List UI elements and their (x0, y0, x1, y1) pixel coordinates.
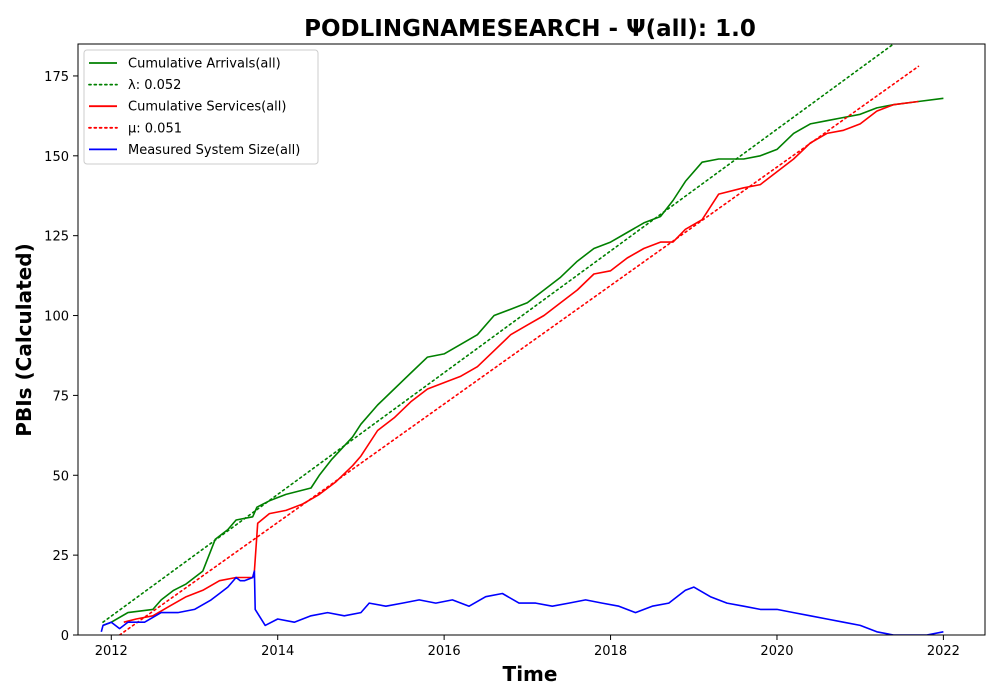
y-tick-label: 175 (44, 70, 69, 85)
x-tick-label: 2014 (261, 644, 294, 659)
y-tick-label: 150 (44, 150, 69, 165)
plot-area (100, 44, 944, 635)
y-tick-label: 25 (52, 549, 69, 564)
x-axis-title: Time (503, 662, 558, 686)
y-axis-title: PBIs (Calculated) (12, 243, 36, 436)
legend-box (83, 49, 319, 165)
y-tick-label: 75 (52, 389, 69, 404)
x-tick-label: 2016 (428, 644, 461, 659)
legend-label: μ: 0.051 (128, 121, 182, 136)
legend-label: Cumulative Services(all) (128, 100, 286, 115)
series-line-0 (102, 97, 944, 627)
chart-title: PODLINGNAMESEARCH - Ψ(all): 1.0 (304, 16, 756, 42)
y-tick-label: 125 (44, 230, 69, 245)
x-tick-label: 2020 (760, 644, 793, 659)
y-tick-label: 100 (44, 310, 69, 325)
series-line-3 (118, 65, 920, 635)
x-tick-label: 2018 (594, 644, 627, 659)
y-tick-label: 0 (61, 629, 69, 644)
legend-label: Measured System Size(all) (128, 143, 300, 158)
series-line-2 (123, 100, 919, 623)
legend-label: Cumulative Arrivals(all) (128, 57, 281, 72)
y-tick-label: 50 (52, 469, 69, 484)
series-line-4 (100, 570, 944, 635)
x-tick-label: 2022 (927, 644, 960, 659)
plot-frame (77, 43, 986, 636)
x-tick-label: 2012 (95, 644, 128, 659)
legend-label: λ: 0.052 (128, 78, 181, 93)
legend: Cumulative Arrivals(all) λ: 0.052 Cumulati… (83, 49, 319, 165)
series-line-1 (102, 44, 895, 624)
axis-ticks: 2012 2014 2016 2018 2020 2022 0 25 50 75 100 125 150… (44, 70, 960, 659)
